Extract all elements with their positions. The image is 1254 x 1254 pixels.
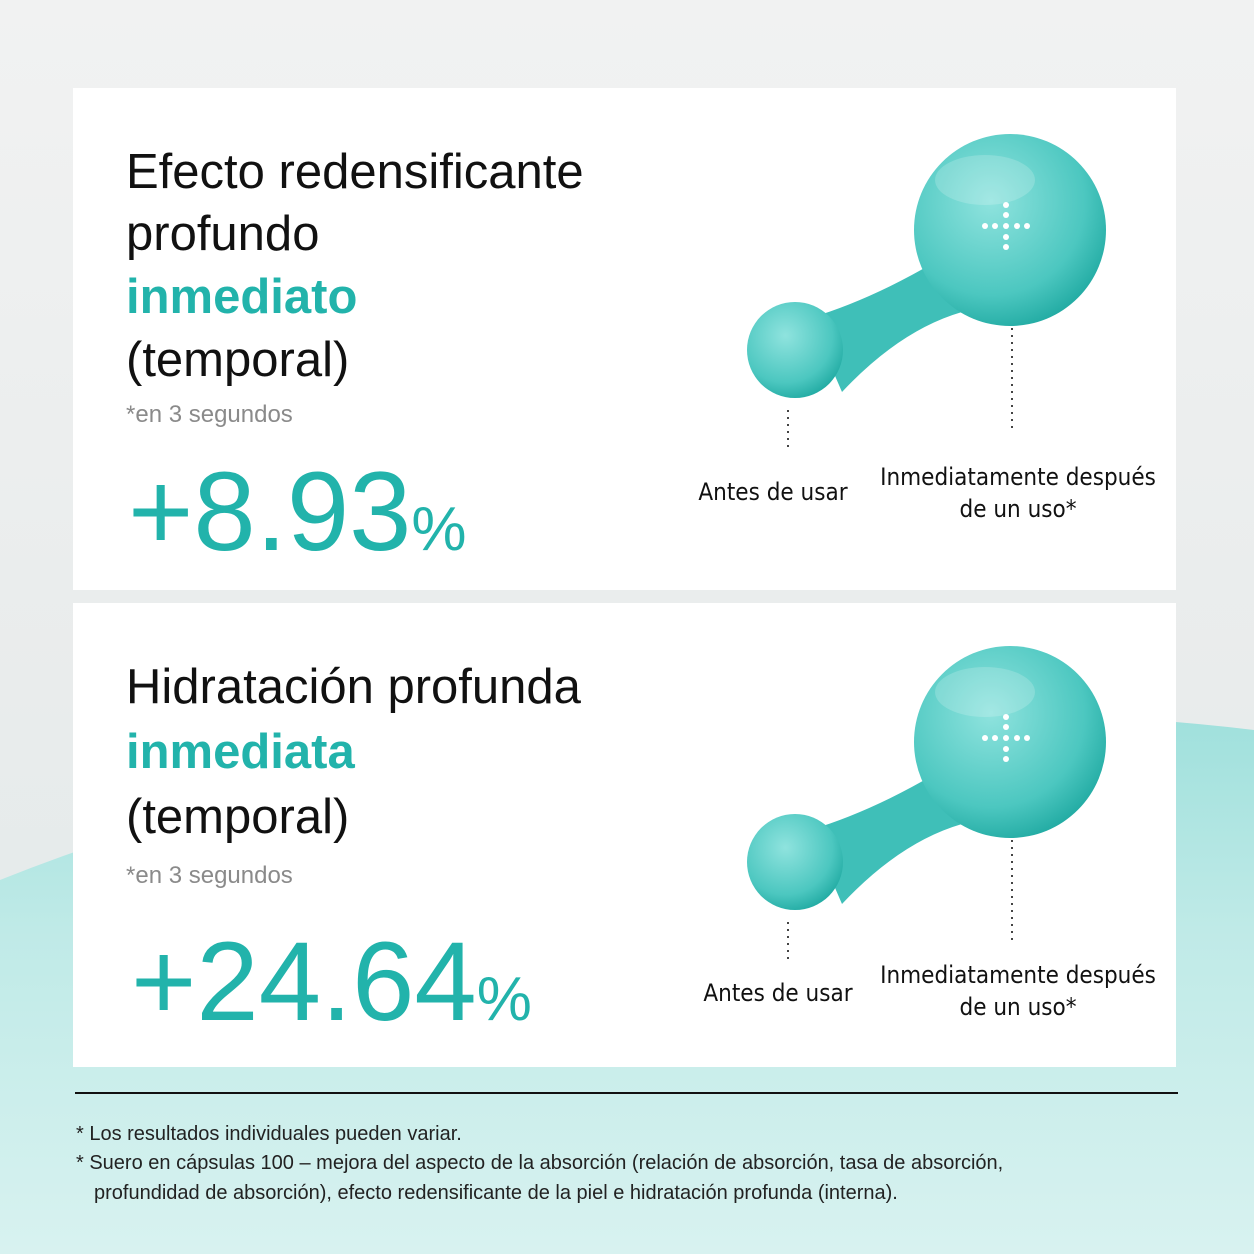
stat-unit: %: [477, 965, 532, 1034]
stat-number: +24.64: [131, 919, 477, 1044]
footnote: * Suero en cápsulas 100 – mejora del asp…: [76, 1152, 1003, 1174]
stat-unit: %: [411, 495, 466, 564]
title-line: profundo: [126, 207, 319, 261]
highlight: inmediato: [126, 270, 357, 324]
label-after: de un uso*: [959, 495, 1076, 523]
highlight: inmediata: [126, 725, 355, 779]
label-after: de un uso*: [959, 993, 1076, 1021]
title-line: Efecto redensificante: [126, 145, 584, 199]
title-line: Hidratación profunda: [126, 660, 582, 714]
qualifier: (temporal): [126, 790, 349, 844]
footnote: * Los resultados individuales pueden var…: [76, 1123, 462, 1145]
footnote: profundidad de absorción), efecto redens…: [94, 1182, 898, 1204]
label-after: Inmediatamente después: [880, 463, 1156, 491]
stat-number: +8.93: [128, 449, 411, 574]
stat: +24.64%: [131, 919, 532, 1044]
label-before: Antes de usar: [698, 478, 847, 506]
note: *en 3 segundos: [126, 862, 293, 889]
note: *en 3 segundos: [126, 401, 293, 428]
label-before: Antes de usar: [703, 979, 852, 1007]
qualifier: (temporal): [126, 333, 349, 387]
stat: +8.93%: [128, 449, 467, 574]
label-after: Inmediatamente después: [880, 961, 1156, 989]
